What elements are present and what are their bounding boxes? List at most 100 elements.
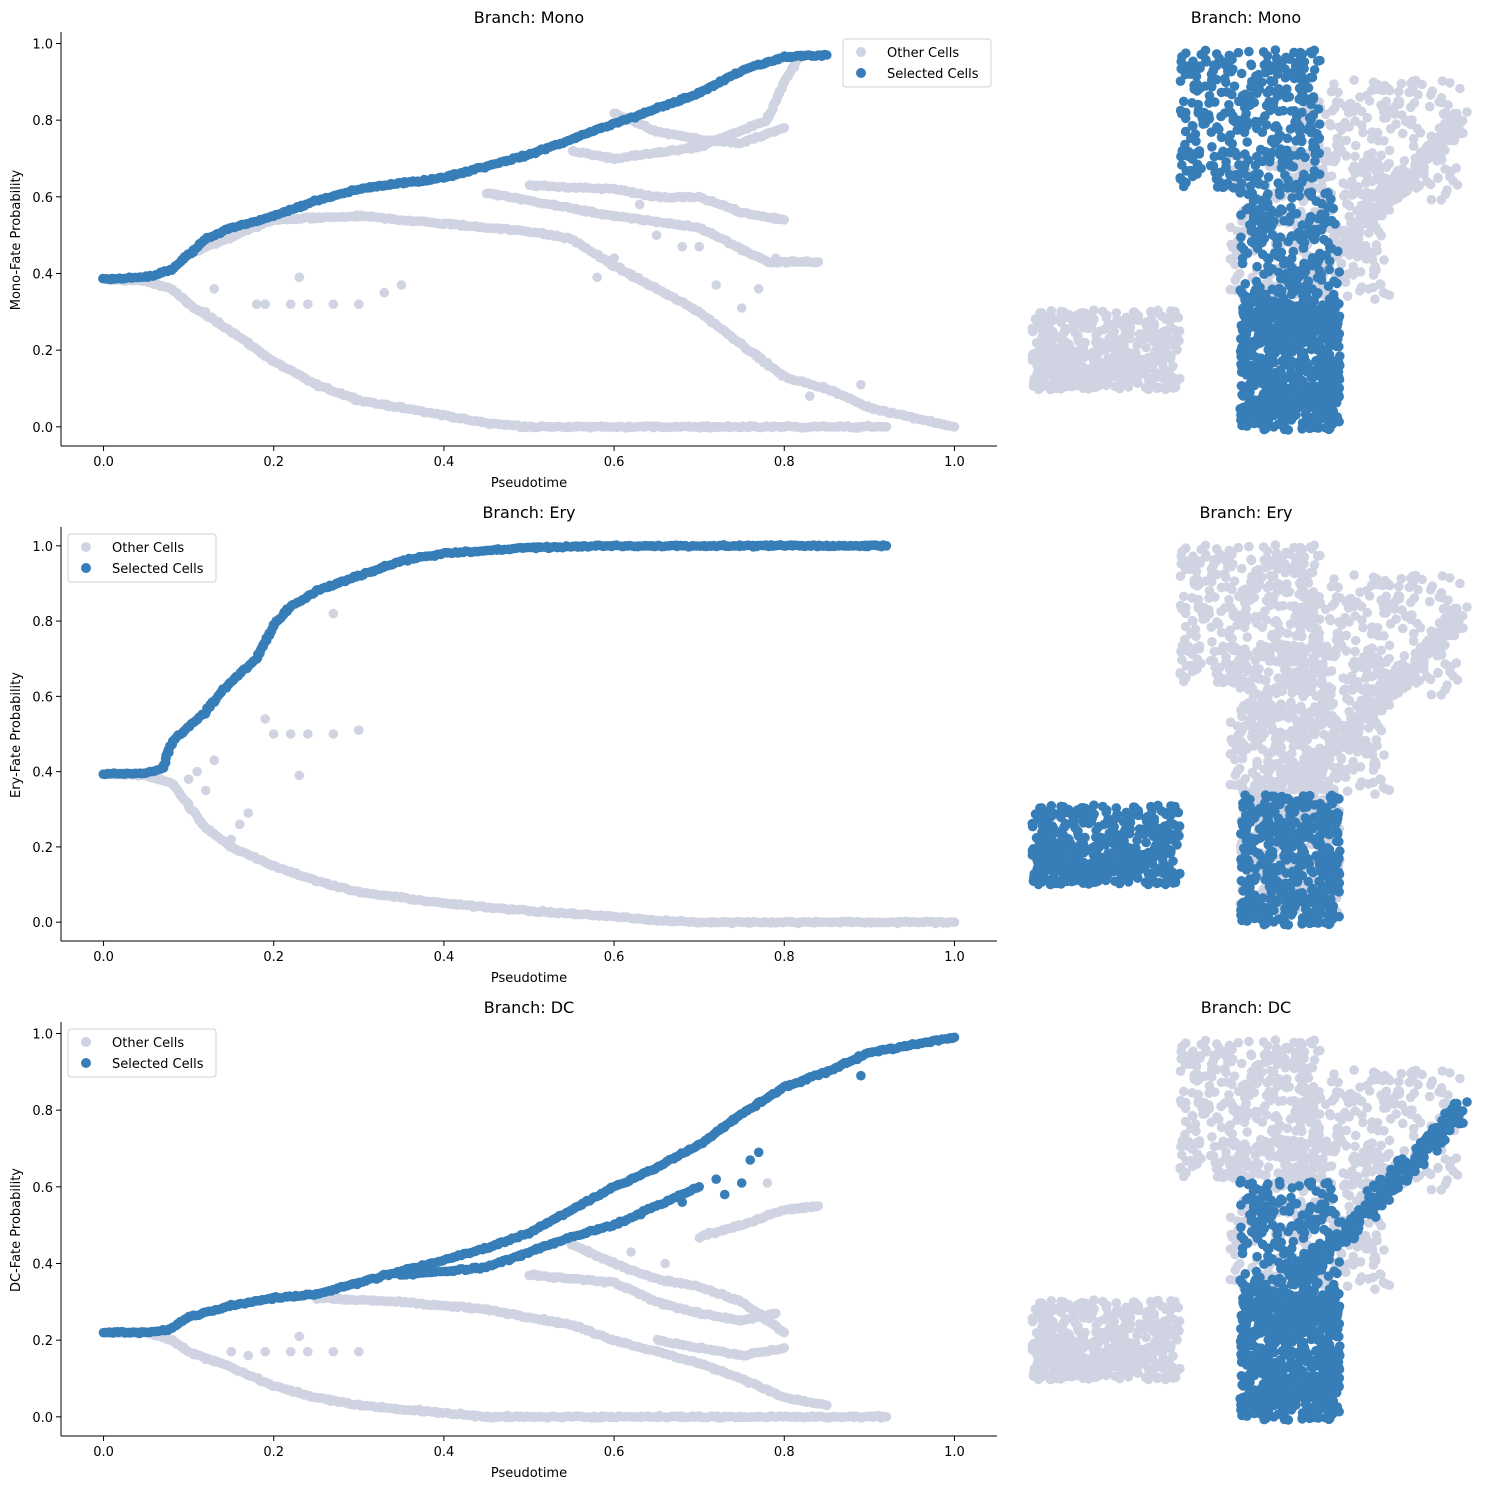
other-cell-point: [1121, 312, 1132, 323]
selected-cell-point: [881, 541, 892, 551]
other-cell-point: [1409, 98, 1420, 108]
x-tick-label: 0.4: [434, 1445, 455, 1460]
other-cell-point: [1433, 172, 1443, 183]
other-cell-point: [753, 284, 764, 294]
panel-title: Branch: Mono: [474, 8, 584, 27]
other-cell-point: [303, 729, 313, 739]
other-cell-point: [1143, 384, 1154, 395]
other-cell-point: [592, 272, 602, 283]
other-cell-point: [779, 1343, 790, 1353]
other-cell-point: [1047, 343, 1058, 354]
other-cell-point: [1394, 86, 1404, 97]
other-cell-point: [1398, 128, 1408, 139]
x-tick-label: 0.2: [263, 1445, 284, 1460]
x-tick-label: 0.6: [604, 455, 625, 470]
other-cell-point: [1157, 355, 1167, 366]
y-tick-label: 0.2: [32, 1334, 53, 1349]
legend-label-selected: Selected Cells: [887, 67, 979, 82]
panel-title: Branch: Ery: [482, 503, 575, 522]
other-cell-point: [200, 785, 211, 796]
legend-label-other: Other Cells: [887, 46, 959, 61]
other-cell-point: [294, 272, 305, 283]
selected-cell-point: [677, 1197, 687, 1207]
other-cell-point: [1098, 368, 1108, 379]
selected-cell-point: [856, 1070, 866, 1081]
other-cell-point: [949, 422, 960, 432]
selected-cell-point: [719, 1189, 730, 1200]
other-cell-point: [354, 1346, 364, 1357]
panel-title: Branch: Mono: [1191, 8, 1301, 27]
other-cell-point: [1108, 343, 1118, 354]
other-cell-point: [1099, 324, 1109, 335]
y-tick-label: 0.8: [32, 114, 53, 129]
other-cell-point: [1057, 352, 1068, 362]
other-cell-point: [243, 808, 253, 818]
other-cell-point: [1164, 368, 1175, 378]
legend-marker-selected: [81, 563, 91, 573]
other-cell-point: [1368, 282, 1379, 293]
other-cell-point: [1404, 87, 1415, 98]
other-cell-point: [183, 774, 194, 784]
selected-cell-point: [711, 1174, 721, 1184]
x-tick-label: 1.0: [944, 455, 965, 470]
other-cell-point: [1329, 156, 1340, 167]
other-cell-point: [1035, 308, 1045, 318]
x-tick-label: 0.2: [263, 455, 284, 470]
other-cell-point: [1028, 349, 1039, 359]
other-cell-point: [1376, 163, 1387, 173]
other-cell-point: [1341, 151, 1351, 161]
other-cell-point: [1427, 86, 1438, 96]
legend-label-other: Other Cells: [112, 1036, 184, 1051]
y-tick-label: 1.0: [32, 1028, 53, 1043]
other-cell-point: [694, 241, 704, 252]
other-cell-point: [1324, 118, 1335, 129]
other-cell-point: [396, 280, 407, 290]
other-cell-point: [1384, 290, 1395, 301]
x-axis-label: Pseudotime: [491, 1466, 567, 1481]
other-cell-point: [1367, 127, 1377, 137]
other-cell-point: [1166, 351, 1176, 361]
other-cell-point: [1332, 133, 1342, 144]
other-cell-point: [1455, 83, 1465, 94]
other-cell-point: [1440, 189, 1451, 200]
other-cell-point: [1063, 309, 1074, 320]
x-tick-label: 0.6: [604, 1445, 625, 1460]
y-tick-label: 0.6: [32, 1181, 53, 1196]
other-cell-point: [1426, 194, 1437, 205]
y-tick-label: 1.0: [32, 540, 53, 555]
other-cell-point: [1329, 79, 1339, 89]
other-cell-point: [1079, 346, 1089, 357]
other-cell-point: [1101, 380, 1111, 391]
legend-marker-selected: [856, 68, 866, 78]
other-cell-point: [1379, 255, 1389, 265]
embedding-points: [1027, 45, 1472, 435]
other-cell-point: [1091, 330, 1101, 341]
other-cell-point: [1118, 378, 1129, 388]
other-cell-point: [881, 1412, 892, 1422]
legend-label-selected: Selected Cells: [112, 1057, 204, 1072]
other-cell-point: [1349, 75, 1359, 85]
x-tick-label: 0.8: [774, 455, 795, 470]
other-cell-point: [881, 422, 892, 432]
other-cell-point: [949, 917, 960, 927]
y-tick-label: 0.6: [32, 690, 53, 705]
legend: Other Cells Selected Cells: [842, 38, 992, 88]
panel-title: Branch: DC: [484, 998, 574, 1017]
other-cell-point: [209, 755, 219, 766]
other-cell-point: [1407, 115, 1417, 125]
other-cell-point: [677, 241, 687, 252]
other-cell-point: [1337, 122, 1347, 132]
other-cell-point: [771, 1308, 781, 1319]
other-cell-point: [1133, 363, 1143, 373]
other-cell-point: [1225, 222, 1236, 233]
other-cell-point: [1110, 381, 1120, 392]
y-axis-label: Mono-Fate Probability: [9, 169, 24, 310]
other-cell-point: [1350, 151, 1360, 162]
other-cell-point: [234, 819, 245, 830]
other-cell-point: [1323, 171, 1333, 182]
other-cell-point: [226, 1346, 236, 1357]
y-axis-label: DC-Fate Probability: [9, 1168, 24, 1292]
other-cell-point: [1332, 148, 1343, 158]
other-cell-point: [200, 1354, 211, 1365]
other-cell-point: [260, 299, 271, 310]
